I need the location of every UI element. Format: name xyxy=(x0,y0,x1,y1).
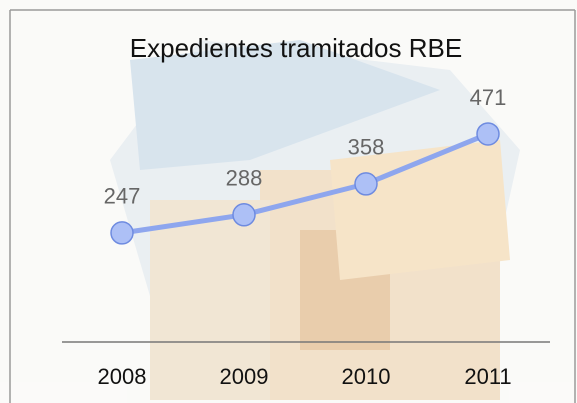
data-label: 247 xyxy=(104,184,141,209)
marker xyxy=(477,123,499,145)
x-tick-label: 2008 xyxy=(98,364,147,389)
x-tick-label: 2011 xyxy=(464,364,511,389)
page: Expedientes tramitados RBE 2008 2009 2010 2… xyxy=(0,0,577,403)
x-tick-label: 2010 xyxy=(342,364,391,389)
chart: Expedientes tramitados RBE 2008 2009 2010 2… xyxy=(0,0,577,403)
chart-title: Expedientes tramitados RBE xyxy=(130,33,462,63)
data-label: 288 xyxy=(226,166,263,191)
marker xyxy=(111,222,133,244)
x-tick-label: 2009 xyxy=(220,364,269,389)
marker xyxy=(355,173,377,195)
marker xyxy=(233,204,255,226)
data-label: 471 xyxy=(470,85,507,110)
data-label: 358 xyxy=(348,135,385,160)
